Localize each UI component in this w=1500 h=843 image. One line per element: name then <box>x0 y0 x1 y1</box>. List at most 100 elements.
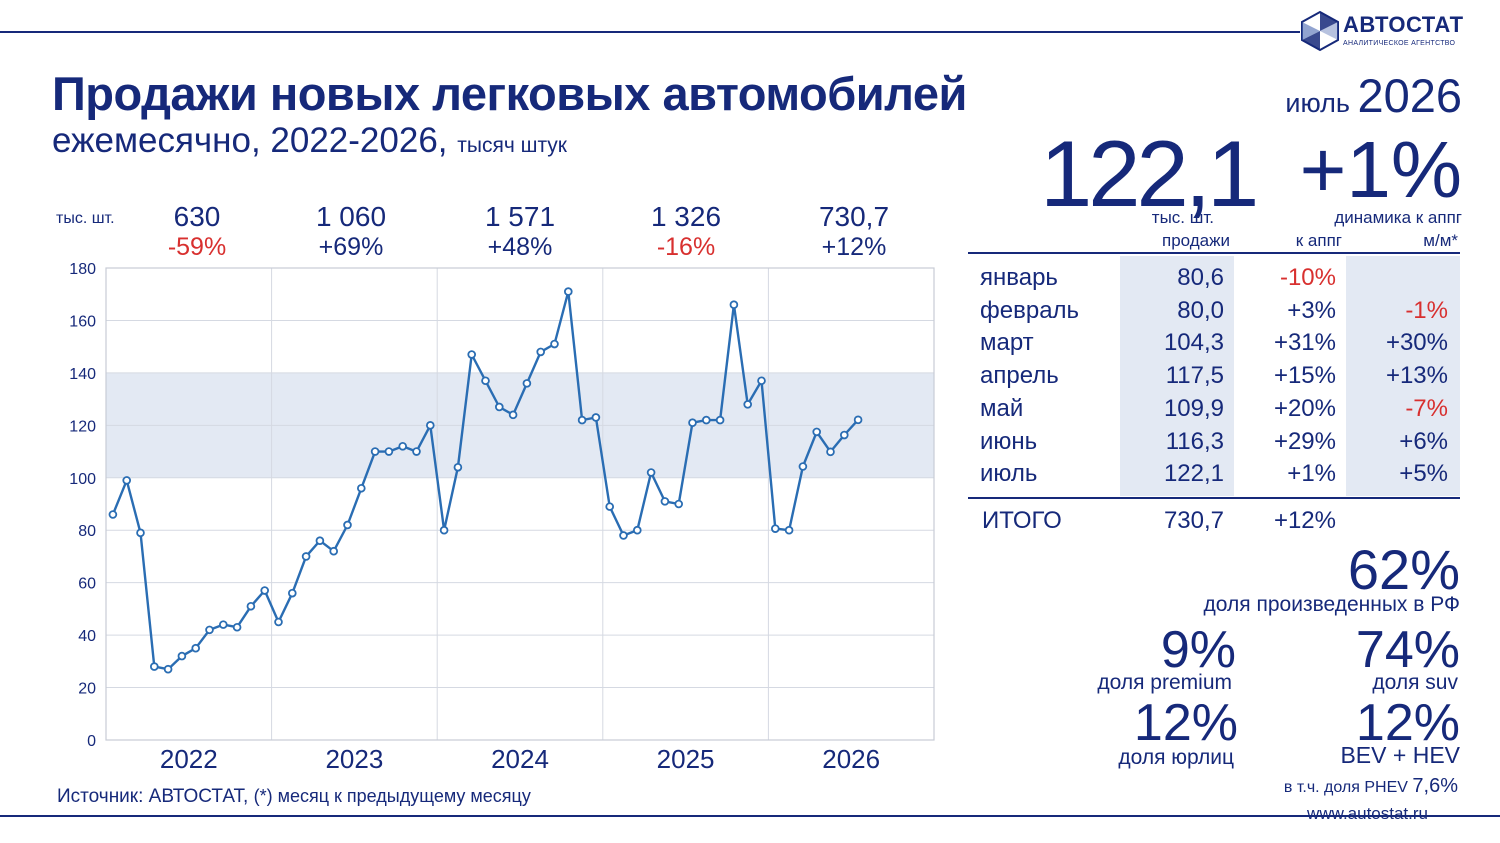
table-cell-sales: 116,3 <box>1165 427 1224 455</box>
phev-note-text: в т.ч. доля PHEV <box>1283 779 1408 796</box>
table-cell-sales: 122,1 <box>1163 460 1224 488</box>
bottom-rule <box>0 815 1500 817</box>
data-point <box>467 350 477 359</box>
table-cell-yoy: +29% <box>1273 427 1336 455</box>
data-point <box>219 620 228 629</box>
data-point <box>398 442 408 451</box>
data-point <box>619 531 628 540</box>
data-point <box>301 552 311 561</box>
kpi-electrified-value: 12% <box>1355 694 1460 752</box>
data-point <box>370 447 380 456</box>
data-point <box>150 662 159 671</box>
data-point <box>425 421 435 430</box>
table-cell-mom: +5% <box>1399 460 1448 488</box>
y-tick-label: 40 <box>78 628 96 645</box>
kpi-corporate-value: 12% <box>1133 694 1238 752</box>
kpi-suv-label: доля suv <box>1372 671 1458 694</box>
year-total-value: 1 326 <box>650 201 722 232</box>
data-point <box>494 402 504 412</box>
year-total-value: 730,7 <box>818 201 890 232</box>
x-tick-label: 2022 <box>160 744 218 774</box>
logo-emblem-icon <box>1301 10 1339 52</box>
y-tick-label: 120 <box>69 418 96 435</box>
year-total-change: +48% <box>487 233 553 261</box>
table-cell-mom: +30% <box>1385 329 1448 357</box>
period-month: июль <box>1285 88 1350 118</box>
data-point <box>412 447 421 456</box>
data-point <box>646 468 656 477</box>
subtitle-unit: тысяч штук <box>457 134 567 157</box>
year-totals-unit: тыс. шт. <box>56 210 115 227</box>
kpi-phev-note: в т.ч. доля PHEV 7,6% <box>1284 775 1458 798</box>
data-point <box>205 625 214 635</box>
data-point <box>563 287 573 296</box>
table-cell-mom: +6% <box>1399 427 1448 455</box>
year-total-change: -16% <box>656 233 716 261</box>
table-cell-month: февраль <box>980 296 1080 324</box>
data-point <box>108 510 118 519</box>
y-tick-label: 20 <box>78 681 96 698</box>
data-point <box>177 651 187 661</box>
data-point <box>550 339 559 349</box>
year-total-change: +12% <box>821 233 887 261</box>
year-total-change: +69% <box>318 233 384 261</box>
data-point <box>826 447 835 457</box>
table-cell-sales: 80,0 <box>1177 296 1224 324</box>
sales-label-unit: тыс. шт. <box>1151 208 1214 227</box>
table-cell-month: май <box>980 394 1024 422</box>
data-point <box>343 520 352 530</box>
total-yoy: +12% <box>1273 507 1336 534</box>
data-point <box>632 525 642 535</box>
kpi-domestic-label: доля произведенных в РФ <box>1203 593 1460 616</box>
table-bottom-rule <box>968 497 1460 499</box>
table-cell-yoy: +31% <box>1273 329 1336 357</box>
top-rule <box>0 31 1300 33</box>
data-point <box>453 462 463 472</box>
year-total-change: -59% <box>167 233 227 261</box>
sales-label: продажи <box>1162 231 1230 250</box>
data-point <box>384 447 394 456</box>
table-cell-month: апрель <box>980 362 1059 390</box>
data-point <box>232 622 242 632</box>
data-point <box>729 300 739 310</box>
y-tick-label: 160 <box>69 313 96 330</box>
data-point <box>329 546 339 556</box>
dynamics-label: динамика к аппг <box>1334 208 1462 227</box>
data-point <box>674 499 683 509</box>
table-top-rule <box>968 252 1460 254</box>
data-point <box>591 413 601 422</box>
data-point <box>853 415 863 425</box>
sales-line-chart: 0 20 40 60 80 100 120 140 160 180 2022 2023 2024 2025… <box>69 261 935 774</box>
y-tick-label: 140 <box>69 366 96 383</box>
table-cell-yoy: +20% <box>1273 394 1336 422</box>
year-total-value: 630 <box>173 201 221 232</box>
yoy-label: к аппг <box>1295 231 1342 250</box>
mom-column-shade <box>1346 256 1460 496</box>
table-cell-sales: 80,6 <box>1177 264 1224 291</box>
data-point <box>191 643 201 653</box>
headline-dynamics: +1% <box>1299 125 1462 214</box>
table-cell-mom: +13% <box>1385 362 1448 390</box>
table-cell-mom: -1% <box>1405 296 1448 324</box>
autostat-logo[interactable]: АВТОСТАТ АНАЛИТИЧЕСКОЕ АГЕНТСТВО <box>1299 8 1464 58</box>
data-point <box>260 586 270 595</box>
logo-tagline: АНАЛИТИЧЕСКОЕ АГЕНТСТВО <box>1343 40 1456 47</box>
year-total-value: 1 060 <box>315 201 387 232</box>
y-tick-label: 100 <box>69 471 96 488</box>
kpi-premium-label: доля premium <box>1097 671 1232 694</box>
data-point <box>246 601 256 611</box>
source-main: Источник: АВТОСТАТ, <box>57 786 249 807</box>
total-label: ИТОГО <box>982 507 1062 534</box>
data-point <box>481 376 490 386</box>
data-point <box>163 664 173 674</box>
table-cell-mom: -7% <box>1405 394 1448 422</box>
year-total-value: 1 571 <box>484 201 556 232</box>
total-sales: 730,7 <box>1163 507 1224 534</box>
table-cell-yoy: +3% <box>1287 296 1336 324</box>
data-point <box>274 617 283 627</box>
period-year: 2026 <box>1357 69 1462 122</box>
website-link[interactable]: www.autostat.ru <box>1307 804 1428 823</box>
table-cell-sales: 109,9 <box>1163 394 1224 422</box>
logo-name: АВТОСТАТ <box>1343 12 1464 37</box>
table-cell-month: июнь <box>980 427 1038 455</box>
